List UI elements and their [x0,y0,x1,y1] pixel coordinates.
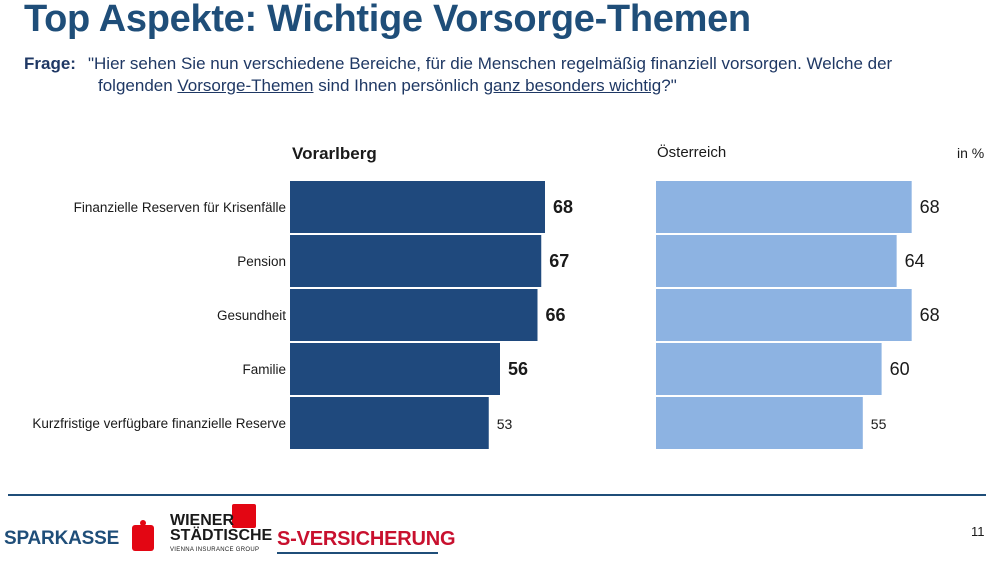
data-label-oesterreich: 55 [871,416,887,432]
data-label-oesterreich: 68 [920,197,940,217]
bar-vorarlberg [290,181,545,233]
bar-oesterreich [656,397,863,449]
data-label-oesterreich: 64 [905,251,925,271]
page-number: 11 [971,524,985,539]
bar-vorarlberg [290,235,542,287]
s-versicherung-logo-text: S-VERSICHERUNG [277,528,456,550]
question-label: Frage: [24,54,76,73]
wiener-staedtische-logo-text: WIENER STÄDTISCHE [170,512,273,544]
data-label-vorarlberg: 56 [508,359,528,379]
category-label: Familie [242,362,286,377]
category-label: Kurzfristige verfügbare finanzielle Rese… [32,416,286,431]
bar-oesterreich [656,289,912,341]
data-label-oesterreich: 68 [920,305,940,325]
footer-divider [8,494,986,496]
bar-oesterreich [656,235,897,287]
sparkasse-s-icon [132,520,154,551]
bar-vorarlberg [290,397,489,449]
s-versicherung-underline [277,552,438,554]
data-label-oesterreich: 60 [890,359,910,379]
category-label: Pension [237,254,286,269]
bar-chart: Finanzielle Reserven für Krisenfälle Pens… [32,181,940,449]
data-label-vorarlberg: 53 [497,416,513,432]
question-text-mid: sind Ihnen persönlich [313,76,484,95]
bar-vorarlberg [290,343,500,395]
sparkasse-logo-text: SPARKASSE [4,528,120,549]
data-label-vorarlberg: 68 [553,197,573,217]
question-text-prefix: folgenden [98,76,178,95]
question-text-line-1: "Hier sehen Sie nun verschiedene Bereich… [88,54,893,73]
wiener-staedtische-subtitle: VIENNA INSURANCE GROUP [170,547,260,553]
page-title: Top Aspekte: Wichtige Vorsorge-Themen [24,0,751,40]
series-title-vorarlberg: Vorarlberg [292,144,377,163]
question-text-line-2: folgenden Vorsorge-Themen sind Ihnen per… [98,76,677,96]
bar-oesterreich [656,181,912,233]
data-label-vorarlberg: 66 [546,305,566,325]
bar-oesterreich [656,343,882,395]
category-label: Finanzielle Reserven für Krisenfälle [74,200,286,215]
bar-vorarlberg [290,289,538,341]
wiener-line-2: STÄDTISCHE [170,527,273,544]
unit-label: in % [957,145,985,161]
question-text-suffix: ?" [661,76,677,95]
series-title-oesterreich: Österreich [657,144,727,161]
data-label-vorarlberg: 67 [549,251,569,271]
question-text-underlined-2: ganz besonders wichtig [483,76,662,95]
wiener-line-1: WIENER [170,512,234,529]
category-label: Gesundheit [217,308,286,323]
question-text-underlined-1: Vorsorge-Themen [177,76,314,95]
wiener-staedtische-emblem-icon [232,504,256,528]
